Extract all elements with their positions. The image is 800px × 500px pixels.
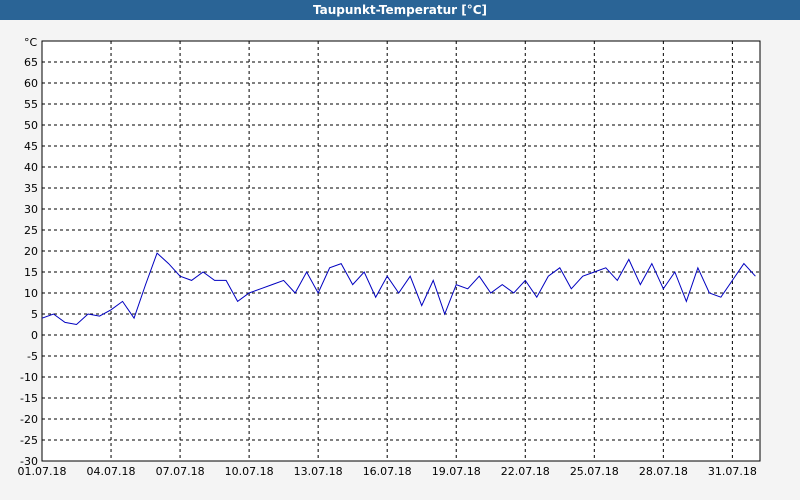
plot-area <box>42 41 760 461</box>
x-tick-label: 19.07.18 <box>432 465 481 478</box>
y-tick-label: -10 <box>20 371 38 384</box>
y-tick-label: 0 <box>31 329 38 342</box>
y-tick-label: 50 <box>24 119 38 132</box>
x-tick-label: 22.07.18 <box>501 465 550 478</box>
x-tick-label: 07.07.18 <box>156 465 205 478</box>
y-tick-label: 25 <box>24 224 38 237</box>
y-tick-label: -20 <box>20 413 38 426</box>
y-tick-label: -25 <box>20 434 38 447</box>
chart: °C -30 -25 -20 -15 -10 -5 0 5 10 15 20 25 30 35 40 45 50… <box>18 36 761 478</box>
x-tick-label: 01.07.18 <box>18 465 67 478</box>
x-tick-label: 31.07.18 <box>708 465 757 478</box>
y-unit: °C <box>24 36 38 49</box>
x-tick-label: 04.07.18 <box>87 465 136 478</box>
y-tick-label: 10 <box>24 287 38 300</box>
title-bar: Taupunkt-Temperatur [°C] <box>0 0 800 20</box>
x-tick-label: 25.07.18 <box>570 465 619 478</box>
y-tick-label: 65 <box>24 56 38 69</box>
y-tick-label: 15 <box>24 266 38 279</box>
y-tick-label: -30 <box>20 455 38 468</box>
y-tick-label: 45 <box>24 140 38 153</box>
y-tick-label: 5 <box>31 308 38 321</box>
x-tick-label: 28.07.18 <box>639 465 688 478</box>
y-tick-label: 20 <box>24 245 38 258</box>
plot-border <box>41 40 761 462</box>
y-tick-label: 40 <box>24 161 38 174</box>
x-tick-label: 16.07.18 <box>363 465 412 478</box>
x-tick-label: 13.07.18 <box>294 465 343 478</box>
y-tick-label: -15 <box>20 392 38 405</box>
x-tick-label: 10.07.18 <box>225 465 274 478</box>
line <box>41 252 756 326</box>
y-tick-label: 35 <box>24 182 38 195</box>
y-tick-label: 60 <box>24 77 38 90</box>
y-tick-label: 30 <box>24 203 38 216</box>
y-tick-label: -5 <box>27 350 38 363</box>
y-tick-label: 55 <box>24 98 38 111</box>
